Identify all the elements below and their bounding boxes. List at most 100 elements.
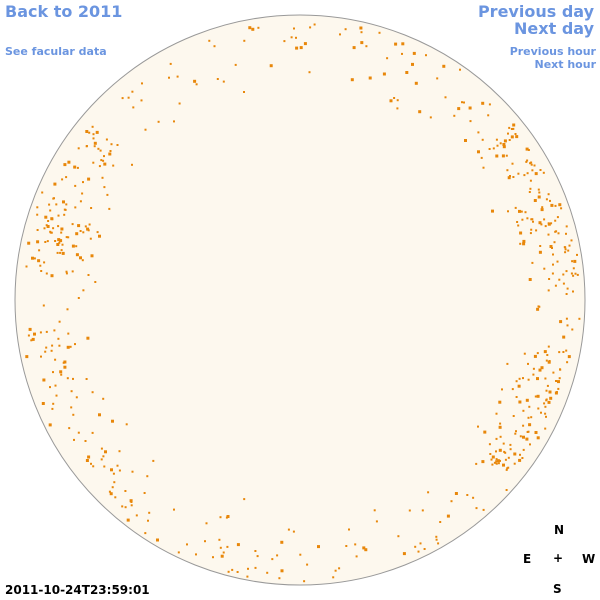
- facula-spot: [562, 282, 565, 285]
- facula-spot: [365, 45, 368, 48]
- facula-spot: [84, 440, 87, 442]
- facula-spot: [554, 230, 557, 233]
- facula-spot: [531, 261, 534, 264]
- facula-spot: [219, 516, 222, 519]
- facula-spot: [544, 427, 547, 430]
- facula-spot: [502, 143, 506, 146]
- facula-spot: [79, 200, 82, 203]
- facula-spot: [303, 580, 306, 583]
- facula-spot: [127, 96, 130, 99]
- facula-spot: [130, 501, 133, 503]
- facula-spot: [527, 149, 530, 151]
- facula-spot: [574, 272, 577, 275]
- facula-spot: [126, 518, 130, 522]
- facula-spot: [100, 159, 103, 162]
- facula-spot: [529, 187, 532, 190]
- facula-spot: [547, 222, 551, 226]
- facula-spot: [502, 463, 505, 467]
- facula-spot: [92, 137, 95, 140]
- facula-spot: [124, 490, 127, 492]
- facula-spot: [522, 377, 524, 380]
- facula-spot: [506, 169, 509, 172]
- facula-spot: [545, 359, 548, 362]
- facula-spot: [507, 176, 511, 180]
- facula-spot: [82, 231, 85, 234]
- facula-spot: [572, 267, 575, 270]
- facula-spot: [70, 390, 73, 393]
- facula-spot: [236, 571, 239, 573]
- facula-spot: [204, 540, 206, 543]
- back-to-year-link[interactable]: Back to 2011: [5, 2, 123, 21]
- facula-spot: [360, 41, 364, 45]
- facula-spot: [65, 272, 68, 275]
- facula-spot: [141, 82, 143, 85]
- facula-spot: [508, 126, 511, 129]
- facula-spot: [218, 538, 221, 541]
- facula-spot: [528, 278, 532, 281]
- facula-spot: [511, 388, 514, 391]
- facula-spot: [537, 195, 541, 199]
- facula-spot: [477, 150, 480, 154]
- facula-spot: [96, 231, 99, 234]
- facula-spot: [334, 569, 337, 572]
- facula-spot: [104, 450, 107, 454]
- facula-spot: [570, 272, 573, 275]
- facula-spot: [74, 343, 76, 346]
- facula-spot: [401, 42, 405, 46]
- facula-spot: [98, 165, 101, 168]
- facula-spot: [40, 270, 43, 272]
- facula-spot: [525, 147, 529, 151]
- facula-spot: [116, 144, 119, 146]
- facula-spot: [573, 259, 577, 263]
- facula-spot: [533, 354, 537, 358]
- facula-spot: [545, 415, 547, 418]
- facula-spot: [283, 40, 286, 43]
- facula-spot: [72, 413, 75, 416]
- facula-spot: [108, 152, 112, 156]
- facula-spot: [45, 272, 48, 275]
- facula-spot: [557, 380, 560, 384]
- facula-spot: [42, 304, 45, 307]
- facula-spot: [36, 213, 39, 216]
- facula-spot: [402, 552, 406, 556]
- facula-spot: [548, 360, 551, 362]
- next-hour-link[interactable]: Next hour: [534, 58, 597, 71]
- facula-spot: [481, 460, 485, 464]
- facula-spot: [522, 424, 525, 427]
- facula-spot: [530, 163, 533, 166]
- facula-spot: [516, 221, 519, 223]
- facula-spot: [125, 423, 128, 426]
- facula-spot: [144, 128, 147, 131]
- facula-spot: [517, 172, 520, 175]
- facula-spot: [82, 181, 84, 184]
- facula-spot: [55, 394, 58, 397]
- facula-spot: [515, 430, 517, 433]
- facula-spot: [53, 329, 56, 332]
- facula-spot: [565, 293, 568, 295]
- facula-spot: [481, 101, 485, 105]
- facula-spot: [110, 143, 113, 146]
- previous-hour-link[interactable]: Previous hour: [509, 45, 596, 58]
- facula-spot: [112, 472, 115, 475]
- facula-spot: [565, 225, 568, 228]
- next-day-link[interactable]: Next day: [514, 19, 594, 38]
- facula-spot: [226, 545, 229, 548]
- facula-spot: [75, 245, 78, 248]
- facula-spot: [505, 154, 508, 157]
- facula-spot: [88, 131, 91, 134]
- facula-spot: [63, 213, 66, 216]
- previous-day-link[interactable]: Previous day: [477, 2, 594, 21]
- facula-spot: [498, 425, 502, 429]
- facula-spot: [439, 521, 442, 523]
- facula-spot: [74, 184, 77, 187]
- facula-spot: [558, 377, 561, 380]
- facula-spot: [495, 437, 498, 440]
- facular-data-link[interactable]: See facular data: [5, 45, 107, 58]
- facula-spot: [437, 542, 440, 545]
- facula-spot: [459, 68, 461, 71]
- facula-spot: [547, 289, 550, 292]
- facula-spot: [469, 120, 472, 123]
- facula-spot: [525, 437, 529, 441]
- facula-spot: [543, 350, 547, 354]
- facula-spot: [73, 165, 77, 169]
